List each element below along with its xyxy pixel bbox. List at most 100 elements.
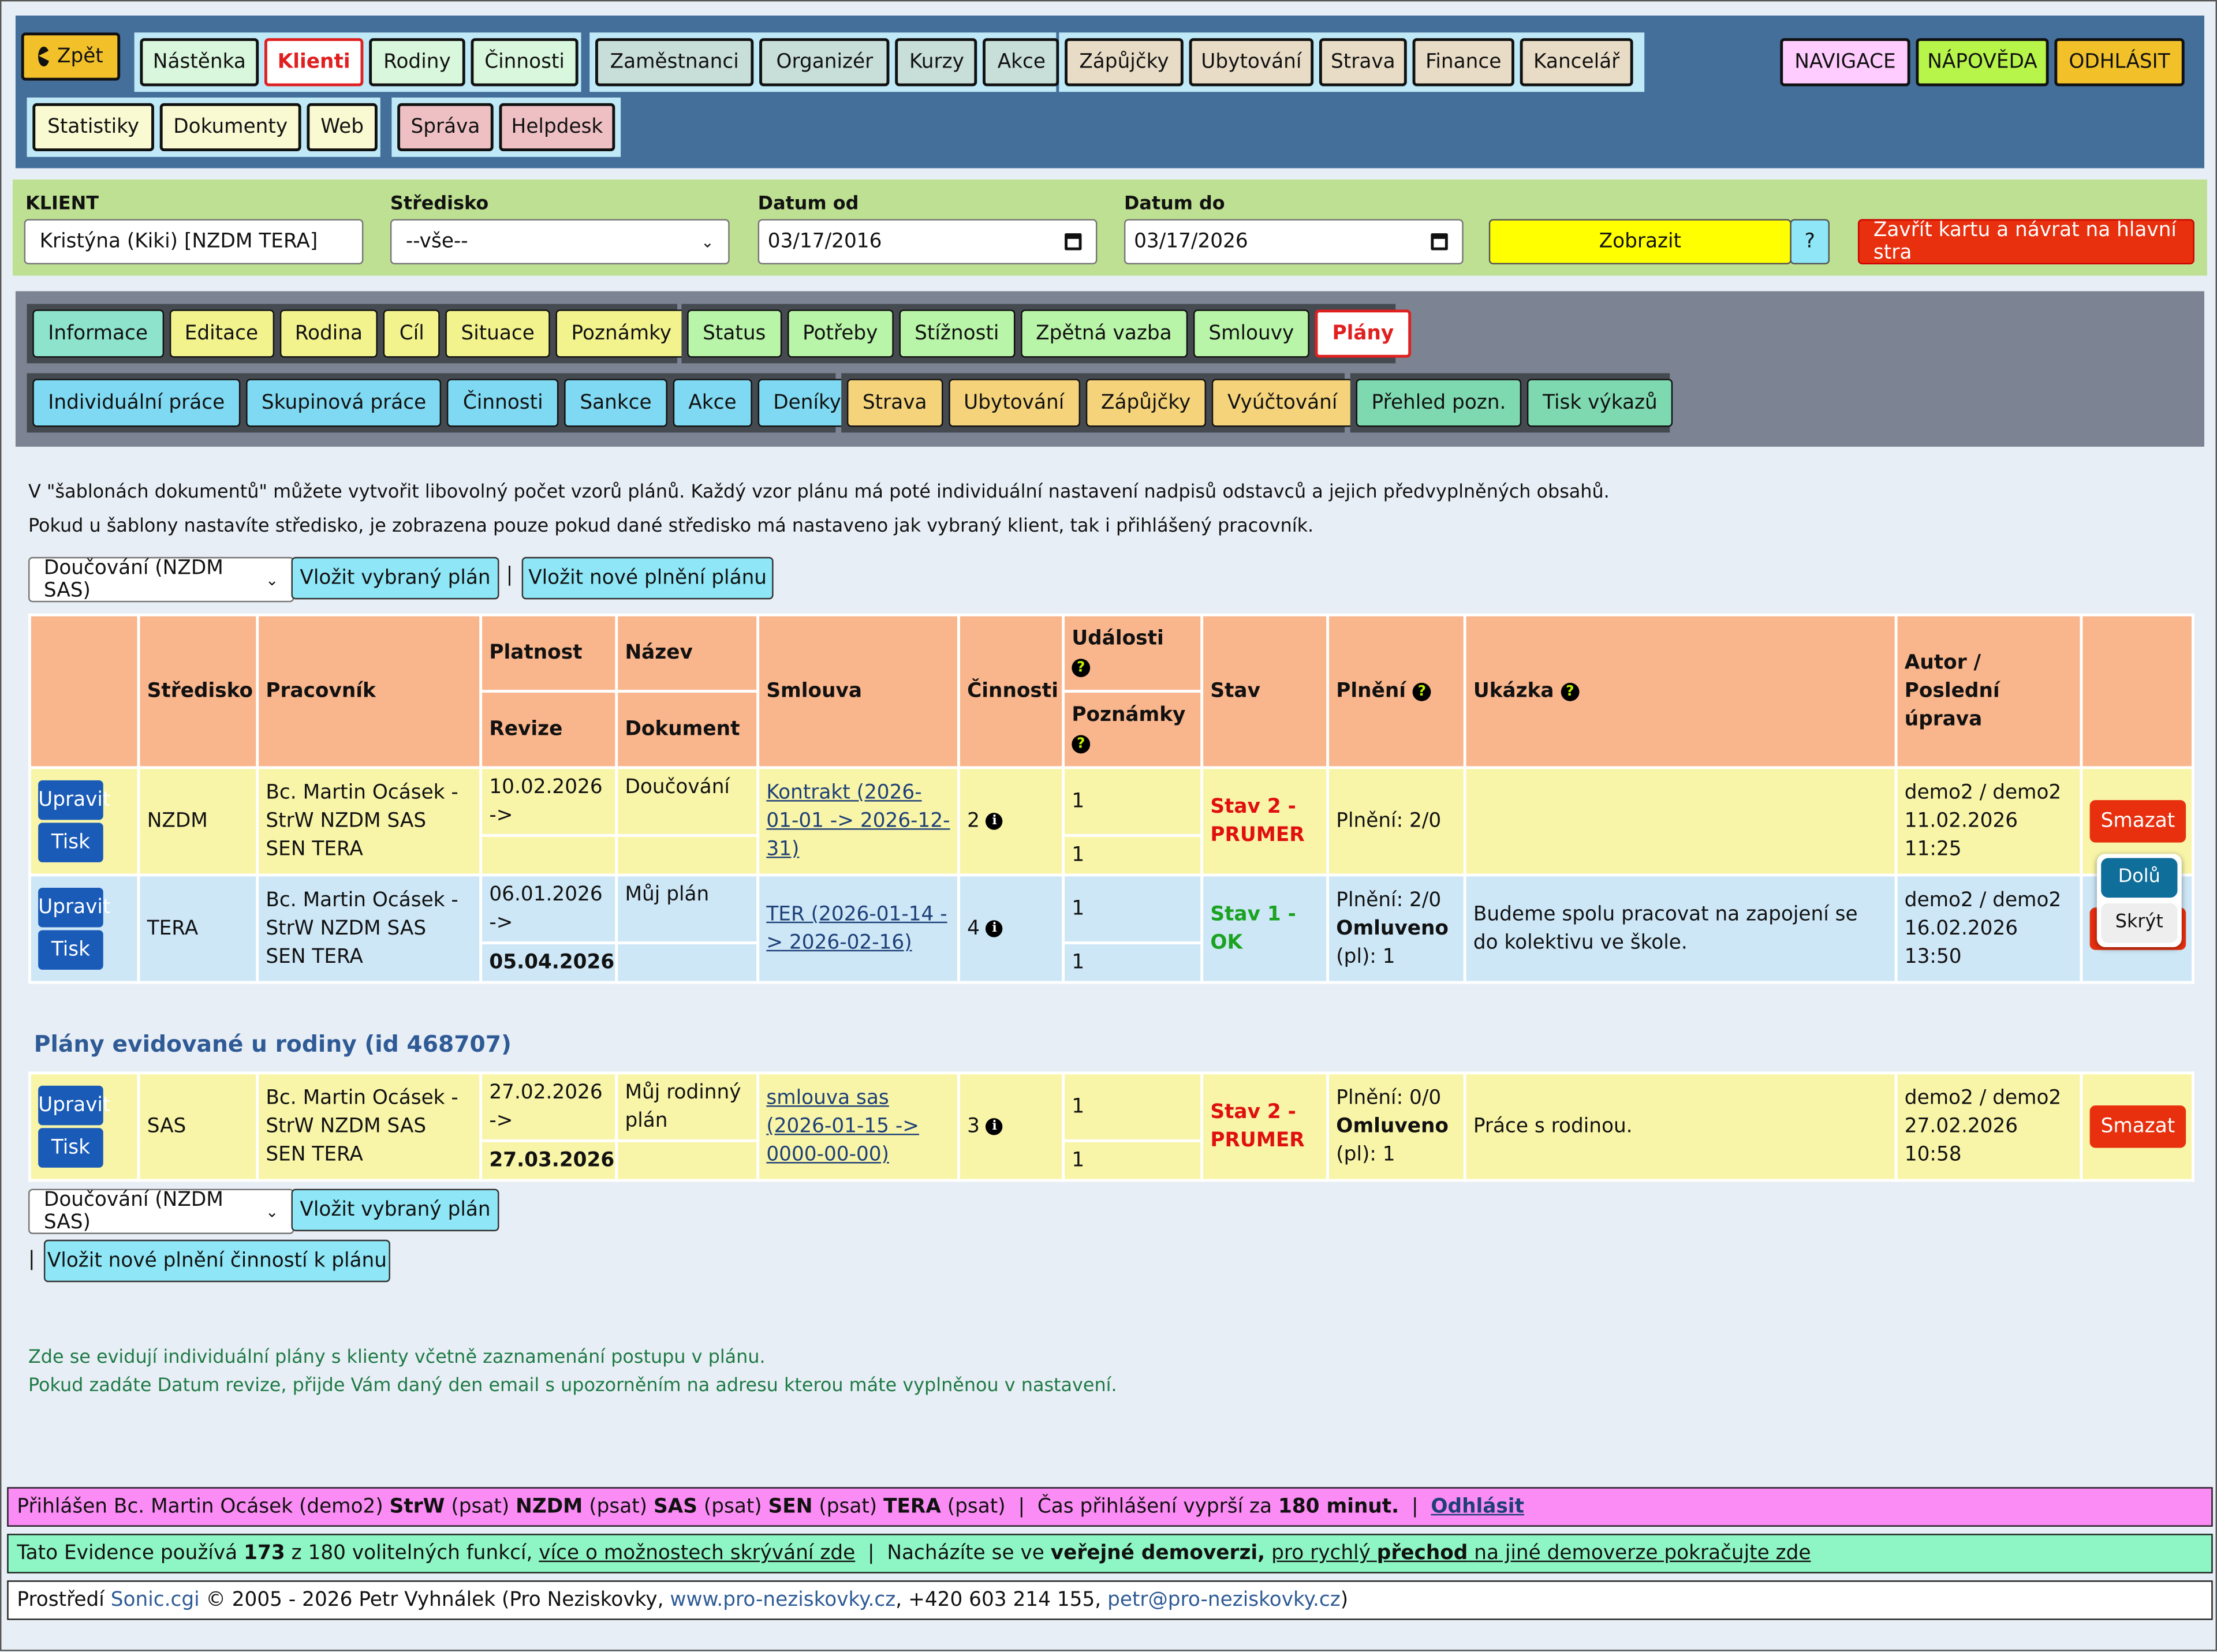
edit-button[interactable]: Upravit	[38, 887, 110, 928]
tab-potreby[interactable]: Potřeby	[787, 309, 894, 358]
delete-button[interactable]: Smazat	[2089, 800, 2186, 843]
insert-plan-button[interactable]: Vložit vybraný plán	[291, 556, 499, 600]
tab-informace[interactable]: Informace	[32, 309, 163, 358]
help-icon[interactable]: ?	[1412, 682, 1431, 701]
nav-akce[interactable]: Akce	[983, 38, 1060, 87]
tab-poznamky[interactable]: Poznámky	[555, 309, 687, 358]
print-button[interactable]: Tisk	[38, 823, 103, 862]
plan-template-select-2[interactable]: Doučování (NZDM SAS) ⌄	[28, 1188, 294, 1234]
tab-skupinova-prace[interactable]: Skupinová práce	[245, 379, 442, 427]
tab-cil[interactable]: Cíl	[383, 309, 440, 358]
tab-ubytovani[interactable]: Ubytování	[948, 379, 1080, 427]
tab-prehled-pozn[interactable]: Přehled pozn.	[1356, 379, 1522, 427]
nav-web[interactable]: Web	[307, 103, 378, 152]
contract-link[interactable]: Kontrakt (2026-01-01 -> 2026-12-31)	[766, 782, 950, 861]
table-row: Upravit Tisk SAS Bc. Martin Ocásek - StrW…	[28, 1071, 2194, 1182]
help-icon[interactable]: ?	[1072, 734, 1091, 753]
nav-dokumenty[interactable]: Dokumenty	[159, 103, 301, 152]
tab-sankce[interactable]: Sankce	[564, 379, 667, 427]
klient-input[interactable]: Kristýna (Kiki) [NZDM TERA]	[24, 219, 364, 264]
print-button[interactable]: Tisk	[38, 1128, 103, 1168]
nav-group-services: Zápůjčky Ubytování Strava Finance Kancel…	[1059, 32, 1645, 92]
tab-deniky[interactable]: Deníky	[757, 379, 857, 427]
tab-strava[interactable]: Strava	[846, 379, 943, 427]
datum-od-input[interactable]: 03/17/2016	[757, 219, 1098, 264]
tab-plany[interactable]: Plány	[1315, 309, 1411, 358]
cell-ukazka: Budeme spolu pracovat na zapojení se do …	[1463, 873, 1898, 984]
stredisko-select[interactable]: --vše-- ⌄	[390, 219, 730, 264]
tab-editace[interactable]: Editace	[169, 309, 274, 358]
nav-sprava[interactable]: Správa	[397, 103, 494, 152]
cell-ukazka	[1463, 766, 1898, 877]
note-2: Pokud zadáte Datum revize, přijde Vám da…	[28, 1375, 1117, 1397]
nav-klienti[interactable]: Klienti	[264, 38, 364, 87]
website-link[interactable]: www.pro-neziskovky.cz	[670, 1589, 896, 1612]
nav-cinnosti[interactable]: Činnosti	[471, 38, 578, 87]
back-button[interactable]: ◀ Zpět	[21, 32, 121, 81]
demo-switch-link[interactable]: pro rychlý přechod na jiné demoverze pok…	[1271, 1542, 1811, 1565]
calendar-icon[interactable]	[1065, 233, 1082, 251]
close-card-button[interactable]: Zavřít kartu a návrat na hlavní stra	[1857, 219, 2194, 264]
email-link[interactable]: petr@pro-neziskovky.cz	[1107, 1589, 1341, 1612]
nav-zapujcky[interactable]: Zápůjčky	[1065, 38, 1184, 87]
info-icon[interactable]: i	[986, 813, 1003, 830]
help-icon[interactable]: ?	[1561, 682, 1580, 701]
contract-link[interactable]: smlouva sas (2026-01-15 -> 0000-00-00)	[766, 1087, 920, 1167]
help-icon[interactable]: ?	[1072, 658, 1091, 677]
move-down-button[interactable]: Dolů	[2101, 858, 2178, 898]
hide-button[interactable]: Skrýt	[2101, 903, 2178, 943]
tabs-group-reports: Přehled pozn. Tisk výkazů	[1350, 373, 1673, 433]
nav-kurzy[interactable]: Kurzy	[895, 38, 978, 87]
edit-button[interactable]: Upravit	[38, 780, 110, 820]
help-button[interactable]: ?	[1790, 219, 1830, 264]
new-activity-fulfillment-button[interactable]: Vložit nové plnění činností k plánu	[43, 1239, 390, 1283]
tab-situace[interactable]: Situace	[445, 309, 550, 358]
nav-helpdesk[interactable]: Helpdesk	[499, 103, 615, 152]
nav-kancelar[interactable]: Kancelář	[1520, 38, 1633, 87]
tab-stiznosti[interactable]: Stížnosti	[899, 309, 1015, 358]
nav-strava[interactable]: Strava	[1319, 38, 1407, 87]
delete-button[interactable]: Smazat	[2089, 1105, 2186, 1148]
tab-zapujcky[interactable]: Zápůjčky	[1085, 379, 1207, 427]
datum-do-input[interactable]: 03/17/2026	[1124, 219, 1464, 264]
tab-tisk-vykazu[interactable]: Tisk výkazů	[1527, 379, 1673, 427]
nav-organizer[interactable]: Organizér	[759, 38, 890, 87]
logout-link[interactable]: Odhlásit	[1431, 1496, 1524, 1519]
tab-status[interactable]: Status	[687, 309, 782, 358]
calendar-icon[interactable]	[1431, 233, 1448, 251]
info-icon[interactable]: i	[986, 1118, 1003, 1135]
nav-statistiky[interactable]: Statistiky	[32, 103, 154, 152]
tab-rodina[interactable]: Rodina	[279, 309, 379, 358]
hide-options-link[interactable]: více o možnostech skrývání zde	[539, 1542, 856, 1565]
tab-akce[interactable]: Akce	[673, 379, 752, 427]
tab-zpetna-vazba[interactable]: Zpětná vazba	[1020, 309, 1188, 358]
tabs-group-services: Strava Ubytování Zápůjčky Vyúčtování	[841, 373, 1353, 433]
nav-finance[interactable]: Finance	[1412, 38, 1514, 87]
navigace-button[interactable]: NAVIGACE	[1780, 38, 1910, 87]
print-button[interactable]: Tisk	[38, 930, 103, 970]
insert-plan-button-2[interactable]: Vložit vybraný plán	[291, 1188, 499, 1232]
cell-pracovnik: Bc. Martin Ocásek - StrW NZDM SAS SEN TE…	[256, 1071, 483, 1182]
info-icon[interactable]: i	[986, 920, 1003, 937]
cell-autor: demo2 / demo2 27.02.2026 10:58	[1894, 1071, 2083, 1182]
copyright-bar: Prostředí Sonic.cgi © 2005 - 2026 Petr V…	[7, 1580, 2213, 1620]
odhlasit-button[interactable]: ODHLÁSIT	[2054, 38, 2185, 87]
nav-nastenka[interactable]: Nástěnka	[140, 38, 259, 87]
sonic-link[interactable]: Sonic.cgi	[110, 1589, 200, 1612]
edit-button[interactable]: Upravit	[38, 1085, 110, 1126]
nav-ubytovani[interactable]: Ubytování	[1189, 38, 1314, 87]
zobrazit-button[interactable]: Zobrazit	[1488, 219, 1791, 264]
tab-smlouvy[interactable]: Smlouvy	[1193, 309, 1310, 358]
new-fulfillment-button[interactable]: Vložit nové plnění plánu	[521, 556, 774, 600]
cell-poznamky: 1	[1062, 941, 1204, 984]
contract-link[interactable]: TER (2026-01-14 -> 2026-02-16)	[766, 903, 947, 955]
nav-group-admin: Správa Helpdesk	[391, 97, 621, 157]
tab-cinnosti[interactable]: Činnosti	[447, 379, 559, 427]
tab-individualni-prace[interactable]: Individuální práce	[32, 379, 241, 427]
nav-zamestnanci[interactable]: Zaměstnanci	[595, 38, 754, 87]
nav-rodiny[interactable]: Rodiny	[369, 38, 465, 87]
napoveda-button[interactable]: NÁPOVĚDA	[1916, 38, 2049, 87]
tab-vyuctovani[interactable]: Vyúčtování	[1212, 379, 1353, 427]
plan-template-select[interactable]: Doučování (NZDM SAS) ⌄	[28, 556, 294, 603]
